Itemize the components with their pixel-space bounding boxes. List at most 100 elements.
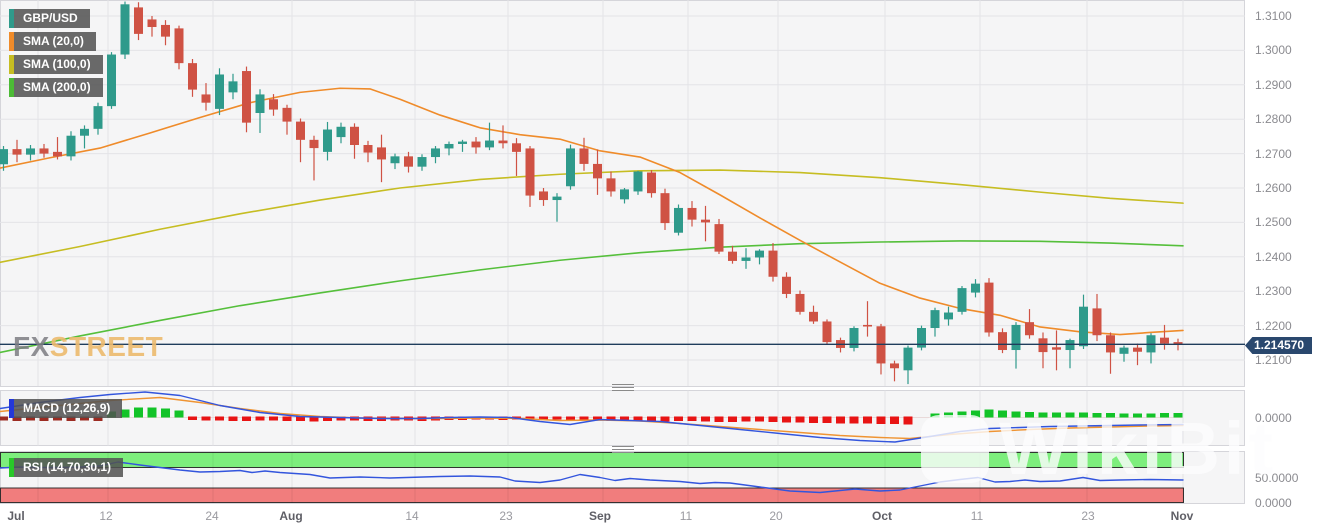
candle-up	[1011, 324, 1021, 351]
candle-down	[39, 148, 49, 154]
candle-up	[1079, 306, 1088, 347]
macd-histogram-bar-positive	[1052, 412, 1061, 418]
candle-down	[768, 250, 778, 277]
candle-down	[12, 149, 22, 155]
candle-up	[228, 81, 238, 93]
candle-down	[404, 156, 413, 167]
macd-histogram-bar-negative	[768, 416, 778, 422]
price-tick-label: 1.3000	[1255, 43, 1292, 58]
candle-down	[1133, 347, 1142, 352]
macd-histogram-bar-positive	[1079, 412, 1088, 418]
time-tick-label: 12	[99, 509, 113, 523]
rsi-tick-label: 0.0000	[1255, 496, 1292, 510]
fxstreet-watermark-street: STREET	[49, 331, 164, 362]
macd-label-text: MACD (12,26,9)	[23, 401, 111, 415]
macd-histogram-bar-positive	[1092, 413, 1102, 418]
price-tick-label: 1.2600	[1255, 181, 1292, 195]
candle-up	[26, 148, 35, 155]
candle-up	[336, 126, 346, 138]
macd-histogram-bar-negative	[836, 416, 845, 424]
macd-histogram-bar-negative	[539, 416, 548, 420]
candle-up	[566, 148, 575, 187]
candle-up	[0, 149, 8, 165]
candle-down	[525, 148, 535, 196]
macd-histogram-bar-negative	[809, 416, 818, 423]
candle-up	[80, 128, 89, 136]
macd-histogram-bar-negative	[674, 416, 683, 421]
candle-down	[1052, 347, 1061, 350]
macd-histogram-bar-positive	[971, 410, 980, 418]
candle-down	[242, 71, 251, 123]
price-tick-label: 1.2700	[1255, 146, 1292, 161]
candle-down	[593, 163, 602, 179]
macd-histogram-bar-negative	[647, 416, 656, 421]
macd-histogram-bar-positive	[957, 411, 967, 418]
time-tick-label: Oct	[871, 509, 893, 523]
candle-down	[1092, 308, 1102, 336]
fxstreet-watermark: FXSTREET	[13, 332, 163, 362]
macd-histogram-bar-positive	[1025, 412, 1034, 418]
macd-histogram-bar-negative	[188, 416, 197, 420]
time-tick-label: 14	[405, 509, 419, 523]
candle-down	[363, 145, 373, 153]
candle-up	[620, 189, 629, 200]
candle-up	[957, 288, 967, 312]
candle-down	[147, 19, 157, 28]
macd-histogram-bar-positive	[1133, 413, 1142, 418]
candle-up	[552, 196, 562, 201]
candle-down	[1038, 338, 1048, 353]
macd-histogram-bar-negative	[53, 416, 62, 421]
macd-histogram-bar-negative	[822, 416, 832, 423]
candle-down	[1173, 342, 1183, 345]
macd-histogram-bar-negative	[714, 416, 724, 422]
candle-down	[1025, 322, 1034, 336]
price-tick-label: 1.2500	[1255, 215, 1292, 230]
price-tick-label: 1.2800	[1255, 112, 1292, 127]
time-tick-label: 23	[1081, 509, 1095, 523]
candle-down	[201, 94, 211, 103]
macd-indicator-label: MACD (12,26,9)	[9, 399, 123, 418]
rsi-panel-resize-handle[interactable]	[612, 446, 634, 454]
macd-histogram-bar-positive	[1106, 413, 1115, 418]
candle-up	[93, 106, 103, 129]
candle-up	[390, 156, 400, 164]
macd-histogram-bar-positive	[1119, 413, 1129, 418]
macd-histogram-bar-negative	[620, 416, 629, 421]
candle-down	[188, 63, 197, 90]
chart-legend: GBP/USD SMA (20,0) SMA (100,0) SMA (200,…	[9, 9, 103, 101]
sma20-line	[0, 87, 1184, 336]
symbol-label: GBP/USD	[23, 11, 78, 25]
candle-up	[944, 312, 953, 320]
macd-histogram-bar-negative	[39, 416, 49, 421]
macd-histogram-bar-negative	[849, 416, 859, 424]
candle-down	[512, 143, 521, 152]
macd-histogram-bar-negative	[12, 416, 22, 421]
candle-down	[471, 141, 481, 148]
macd-panel-resize-handle[interactable]	[612, 384, 634, 392]
macd-histogram-bar-negative	[890, 416, 899, 424]
macd-histogram-bar-negative	[660, 416, 670, 422]
candle-down	[809, 311, 818, 322]
candle-down	[309, 139, 319, 149]
candle-down	[998, 332, 1007, 351]
time-tick-label: Sep	[588, 509, 612, 523]
legend-item-sma100: SMA (100,0)	[9, 55, 103, 74]
candle-up	[215, 74, 224, 109]
macd-histogram-bar-positive	[1173, 413, 1183, 418]
candle-up	[485, 140, 494, 148]
candle-down	[795, 293, 805, 312]
candle-up	[903, 347, 913, 371]
rsi-label-text: RSI (14,70,30,1)	[23, 460, 112, 474]
candle-down	[134, 7, 143, 34]
macd-histogram-bar-negative	[215, 416, 224, 421]
macd-histogram-bar-negative	[309, 416, 319, 422]
candle-up	[633, 171, 643, 192]
macd-histogram-bar-positive	[984, 409, 994, 418]
legend-item-sma20: SMA (20,0)	[9, 32, 96, 51]
macd-histogram-bar-negative	[593, 416, 602, 421]
sma200-line	[0, 240, 1184, 354]
sma20-label: SMA (20,0)	[23, 34, 84, 48]
macd-histogram-bar-positive	[120, 409, 130, 418]
time-tick-label: 11	[970, 509, 984, 523]
